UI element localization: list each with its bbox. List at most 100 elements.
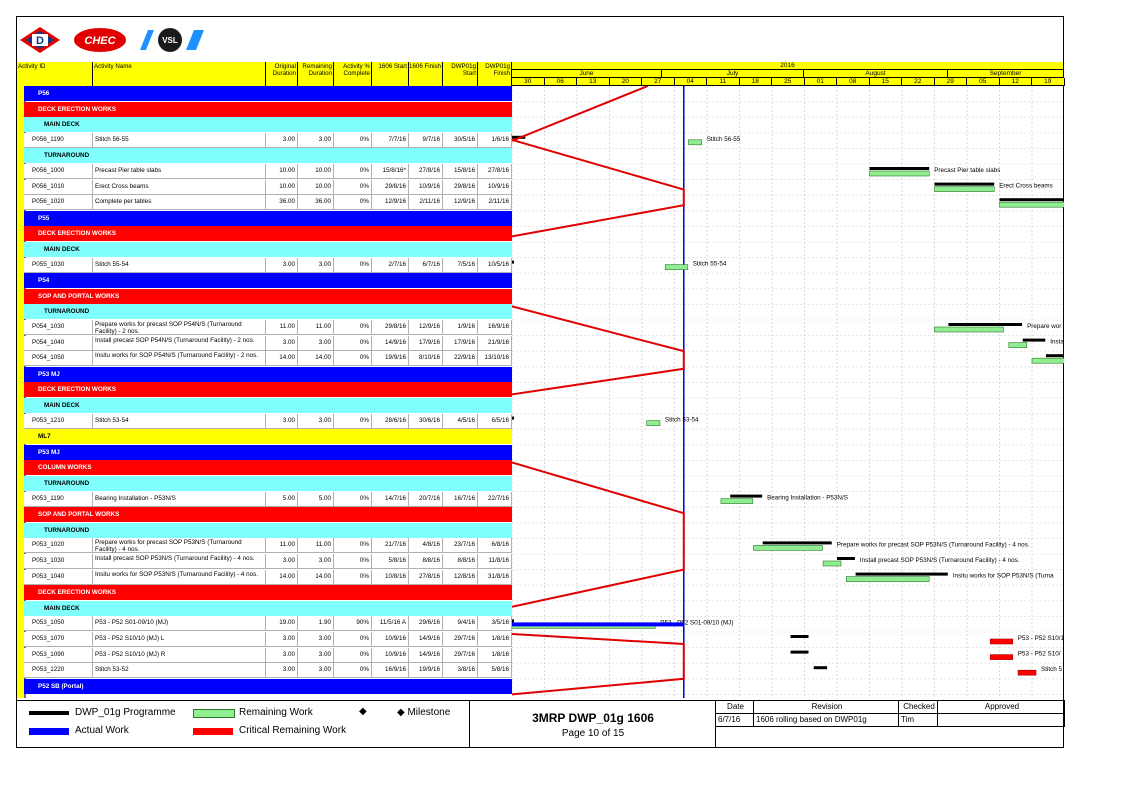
- activity-row[interactable]: P053_1020 Prepare works for precast SOP P…: [24, 538, 512, 554]
- finish-1606-cell: 19/9/16: [409, 663, 443, 679]
- activity-row[interactable]: P053_1030 Install precast SOP P53N/S (Tur…: [24, 554, 512, 569]
- finish-dwp-cell: 21/9/16: [478, 335, 512, 351]
- finish-dwp-cell: 16/9/16: [478, 320, 512, 335]
- wbs-sub-row[interactable]: TURNAROUND: [24, 304, 512, 320]
- wbs-sub-row[interactable]: MAIN DECK: [24, 398, 512, 413]
- col-activity-name[interactable]: Activity Name: [93, 62, 266, 86]
- col-dwp-finish[interactable]: DWP01g Finish: [478, 62, 512, 86]
- activity-row[interactable]: P053_1220 Stitch 53-52 3.00 3.00 0% 16/9/16 19…: [24, 663, 512, 679]
- activity-name-cell: Prepare works for precast SOP P53N/S (Tu…: [93, 538, 266, 554]
- orig-duration-cell: 3.00: [266, 554, 298, 569]
- wbs-band-row[interactable]: SOP AND PORTAL WORKS: [24, 507, 512, 523]
- wbs-band-label: DECK ERECTION WORKS: [38, 105, 117, 113]
- activity-name-cell: Install precast SOP P53N/S (Turnaround F…: [93, 554, 266, 569]
- activity-row[interactable]: P056_1000 Precast Pier table slabs 10.00 10…: [24, 164, 512, 179]
- activity-id-cell: P053_1030: [30, 554, 93, 569]
- wbs-sub-row[interactable]: MAIN DECK: [24, 117, 512, 133]
- wbs-band-row[interactable]: COLUMN WORKS: [24, 460, 512, 476]
- wbs-band-row[interactable]: ML7: [24, 429, 512, 445]
- wbs-band-row[interactable]: P55: [24, 210, 512, 226]
- wbs-band-label: P54: [38, 277, 50, 285]
- pct-complete-cell: 0%: [334, 132, 372, 148]
- activity-row[interactable]: P053_1090 P53 - P52 S10/10 (MJ) R 3.00 3.00…: [24, 647, 512, 663]
- activity-name-cell: Erect Cross beams: [93, 179, 266, 195]
- col-1606-start[interactable]: 1606 Start: [372, 62, 409, 86]
- finish-dwp-cell: 10/5/16: [478, 257, 512, 273]
- rem-duration-cell: 36.00: [298, 195, 334, 211]
- start-dwp-cell: 7/5/16: [443, 257, 478, 273]
- baseline-bar: [948, 323, 1023, 326]
- start-1606-cell: 28/6/16: [372, 413, 409, 429]
- pct-complete-cell: 0%: [334, 647, 372, 663]
- wbs-band-label: ML7: [38, 433, 51, 441]
- col-activity-id[interactable]: Activity ID: [17, 62, 93, 86]
- activity-id-cell: P056_1010: [30, 179, 93, 195]
- wbs-sub-label: TURNAROUND: [44, 152, 90, 160]
- rem-duration-cell: 3.00: [298, 647, 334, 663]
- orig-duration-cell: 3.00: [266, 257, 298, 273]
- activity-row[interactable]: P053_1190 Bearing Installation - P53N/S 5.…: [24, 491, 512, 507]
- pct-complete-cell: 90%: [334, 616, 372, 632]
- wbs-sub-row[interactable]: MAIN DECK: [24, 242, 512, 257]
- gantt-bar-label: Prepare wor: [1027, 323, 1061, 330]
- legend-baseline-label: DWP_01g Programme: [75, 707, 176, 718]
- finish-dwp-cell: 2/11/16: [478, 195, 512, 211]
- wbs-band-row[interactable]: P54: [24, 273, 512, 289]
- activity-row[interactable]: P056_1010 Erect Cross beams 10.00 10.00 0% 29…: [24, 179, 512, 195]
- col-1606-finish[interactable]: 1606 Finish: [409, 62, 443, 86]
- activity-row[interactable]: P053_1040 Insitu works for SOP P53N/S (Tu…: [24, 569, 512, 585]
- activity-row[interactable]: P054_1050 Insitu works for SOP P54N/S (Tu…: [24, 351, 512, 367]
- page-frame: [16, 16, 1064, 748]
- start-dwp-cell: 3/8/16: [443, 663, 478, 679]
- wbs-sub-label: MAIN DECK: [44, 402, 80, 409]
- activity-row[interactable]: P054_1040 Install precast SOP P54N/S (Tur…: [24, 335, 512, 351]
- wbs-band-row[interactable]: P53 MJ: [24, 366, 512, 382]
- activity-row[interactable]: P055_1030 Stitch 55-54 3.00 3.00 0% 2/7/16 6/7…: [24, 257, 512, 273]
- finish-dwp-cell: 6/8/16: [478, 538, 512, 554]
- gantt-bar-label: P53 - P52 S10/: [1018, 651, 1061, 658]
- activity-row[interactable]: P054_1030 Prepare works for precast SOP P…: [24, 320, 512, 335]
- start-dwp-cell: 9/4/16: [443, 616, 478, 632]
- wbs-band-row[interactable]: DECK ERECTION WORKS: [24, 382, 512, 398]
- wbs-band-row[interactable]: DECK ERECTION WORKS: [24, 226, 512, 242]
- activity-row[interactable]: P053_1050 P53 - P52 S01-09/10 (MJ) 19.00 1.…: [24, 616, 512, 632]
- activity-row[interactable]: P053_1210 Stitch 53-54 3.00 3.00 0% 28/6/16 30…: [24, 413, 512, 429]
- finish-dwp-cell: 11/8/16: [478, 554, 512, 569]
- wbs-sub-row[interactable]: MAIN DECK: [24, 600, 512, 616]
- pct-complete-cell: 0%: [334, 554, 372, 569]
- wbs-sub-row[interactable]: TURNAROUND: [24, 522, 512, 538]
- legend-milestone-text: Milestone: [407, 707, 451, 718]
- col-dwp-start[interactable]: DWP01g Start: [443, 62, 478, 86]
- activity-id-cell: P053_1040: [30, 569, 93, 585]
- wbs-band-row[interactable]: P56: [24, 86, 512, 101]
- start-dwp-cell: 1/9/16: [443, 320, 478, 335]
- finish-1606-cell: 29/6/16: [409, 616, 443, 632]
- rev-header-checked: Checked: [899, 701, 938, 714]
- pct-complete-cell: 0%: [334, 195, 372, 211]
- svg-text:D: D: [36, 35, 44, 47]
- activity-row[interactable]: P056_1020 Complete per tables 36.00 36.00 0%…: [24, 195, 512, 211]
- start-1606-cell: 14/9/16: [372, 335, 409, 351]
- start-1606-cell: 29/8/16: [372, 179, 409, 195]
- wbs-band-row[interactable]: P52 SB (Portal): [24, 678, 512, 694]
- vsl-logo: VSL: [136, 26, 206, 54]
- start-1606-cell: 16/9/16: [372, 663, 409, 679]
- remaining-bar: [688, 139, 703, 146]
- finish-dwp-cell: 27/8/16: [478, 164, 512, 179]
- baseline-bar: [512, 416, 514, 420]
- activity-row[interactable]: P056_1190 Stitch 56-55 3.00 3.00 0% 7/7/16 9/7…: [24, 132, 512, 148]
- col-activity-pct[interactable]: Activity % Complete: [334, 62, 372, 86]
- wbs-band-row[interactable]: DECK ERECTION WORKS: [24, 101, 512, 117]
- wbs-sub-row[interactable]: TURNAROUND: [24, 148, 512, 164]
- col-remaining-duration[interactable]: Remaining Duration: [298, 62, 334, 86]
- gantt-bar-label: Prepare works for precast SOP P53N/S (Tu…: [837, 541, 1030, 548]
- wbs-sub-row[interactable]: TURNAROUND: [24, 476, 512, 491]
- col-original-duration[interactable]: Original Duration: [266, 62, 298, 86]
- wbs-band-row[interactable]: SOP AND PORTAL WORKS: [24, 288, 512, 304]
- wbs-band-row[interactable]: P53 MJ: [24, 444, 512, 460]
- timeline-week: 04: [674, 78, 707, 86]
- activity-row[interactable]: P053_1070 P53 - P52 S10/10 (MJ) L 3.00 3.00…: [24, 632, 512, 647]
- wbs-band-row[interactable]: DECK ERECTION WORKS: [24, 585, 512, 601]
- timeline-week: 27: [642, 78, 675, 86]
- baseline-bar: [790, 650, 809, 654]
